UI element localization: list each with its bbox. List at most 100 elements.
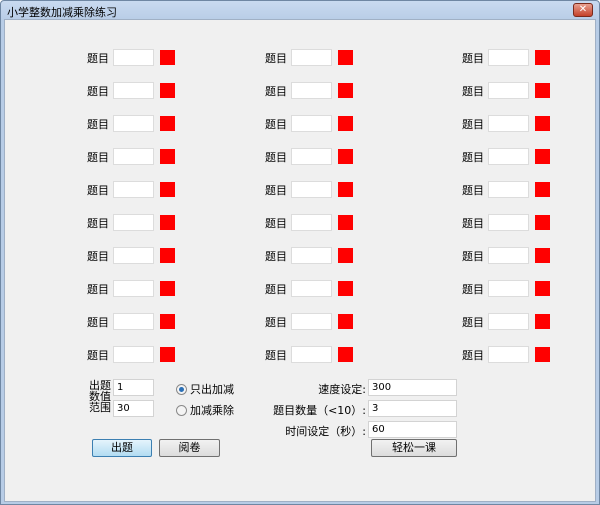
question-item: 题目 bbox=[460, 49, 552, 67]
radio-all-ops[interactable]: 加减乘除 bbox=[176, 402, 234, 418]
answer-input[interactable] bbox=[291, 148, 332, 165]
radio-label: 加减乘除 bbox=[190, 404, 234, 417]
range-label-line2: 数值 bbox=[89, 390, 111, 403]
answer-input[interactable] bbox=[113, 280, 154, 297]
result-indicator bbox=[160, 182, 175, 197]
question-label: 题目 bbox=[87, 118, 109, 131]
result-indicator bbox=[160, 149, 175, 164]
answer-input[interactable] bbox=[291, 214, 332, 231]
question-label: 题目 bbox=[87, 217, 109, 230]
answer-input[interactable] bbox=[488, 49, 529, 66]
result-indicator bbox=[535, 314, 550, 329]
question-label: 题目 bbox=[87, 52, 109, 65]
answer-input[interactable] bbox=[488, 115, 529, 132]
question-label: 题目 bbox=[265, 250, 287, 263]
answer-input[interactable] bbox=[488, 82, 529, 99]
result-indicator bbox=[160, 314, 175, 329]
answer-input[interactable] bbox=[291, 247, 332, 264]
result-indicator bbox=[338, 248, 353, 263]
result-indicator bbox=[160, 347, 175, 362]
answer-input[interactable] bbox=[291, 115, 332, 132]
answer-input[interactable] bbox=[291, 346, 332, 363]
time-input[interactable]: 60 bbox=[368, 421, 457, 438]
question-item: 题目 bbox=[85, 49, 177, 67]
range-max-input[interactable]: 30 bbox=[113, 400, 154, 417]
question-label: 题目 bbox=[265, 151, 287, 164]
radio-indicator bbox=[176, 383, 187, 395]
question-item: 题目 bbox=[263, 280, 355, 298]
question-label: 题目 bbox=[265, 316, 287, 329]
answer-input[interactable] bbox=[488, 346, 529, 363]
answer-input[interactable] bbox=[291, 280, 332, 297]
time-label: 时间设定（秒）: bbox=[285, 425, 366, 438]
speed-input[interactable]: 300 bbox=[368, 379, 457, 396]
result-indicator bbox=[160, 248, 175, 263]
range-min-input[interactable]: 1 bbox=[113, 379, 154, 396]
question-label: 题目 bbox=[462, 151, 484, 164]
question-label: 题目 bbox=[462, 52, 484, 65]
answer-input[interactable] bbox=[113, 214, 154, 231]
answer-input[interactable] bbox=[488, 148, 529, 165]
result-indicator bbox=[160, 116, 175, 131]
question-label: 题目 bbox=[462, 217, 484, 230]
question-label: 题目 bbox=[87, 349, 109, 362]
grade-button[interactable]: 阅卷 bbox=[159, 439, 220, 457]
question-item: 题目 bbox=[85, 82, 177, 100]
question-item: 题目 bbox=[263, 82, 355, 100]
answer-input[interactable] bbox=[488, 313, 529, 330]
question-label: 题目 bbox=[265, 217, 287, 230]
answer-input[interactable] bbox=[291, 313, 332, 330]
result-indicator bbox=[338, 281, 353, 296]
question-label: 题目 bbox=[87, 151, 109, 164]
range-label-line3: 范围 bbox=[89, 401, 111, 414]
answer-input[interactable] bbox=[291, 49, 332, 66]
question-label: 题目 bbox=[462, 118, 484, 131]
answer-input[interactable] bbox=[488, 280, 529, 297]
question-item: 题目 bbox=[85, 115, 177, 133]
question-item: 题目 bbox=[263, 247, 355, 265]
result-indicator bbox=[338, 50, 353, 65]
answer-input[interactable] bbox=[113, 115, 154, 132]
question-label: 题目 bbox=[265, 184, 287, 197]
answer-input[interactable] bbox=[488, 214, 529, 231]
question-label: 题目 bbox=[87, 184, 109, 197]
answer-input[interactable] bbox=[291, 181, 332, 198]
radio-indicator bbox=[176, 404, 187, 416]
answer-input[interactable] bbox=[113, 181, 154, 198]
range-label: 出题 数值 范围 bbox=[89, 380, 111, 413]
answer-input[interactable] bbox=[113, 247, 154, 264]
answer-input[interactable] bbox=[113, 148, 154, 165]
question-label: 题目 bbox=[265, 52, 287, 65]
question-item: 题目 bbox=[85, 280, 177, 298]
speed-label: 速度设定: bbox=[318, 383, 366, 396]
result-indicator bbox=[160, 50, 175, 65]
result-indicator bbox=[338, 215, 353, 230]
client-area: 题目 题目 题目 题目 题目 题目 题目 题目 题目 题目 题目 题目 题目 题目 题目 题目 题目 题目 题目 题目… bbox=[4, 19, 596, 502]
question-item: 题目 bbox=[263, 49, 355, 67]
question-item: 题目 bbox=[263, 346, 355, 364]
question-label: 题目 bbox=[87, 85, 109, 98]
answer-input[interactable] bbox=[113, 82, 154, 99]
result-indicator bbox=[535, 248, 550, 263]
answer-input[interactable] bbox=[113, 313, 154, 330]
answer-input[interactable] bbox=[488, 247, 529, 264]
question-label: 题目 bbox=[462, 316, 484, 329]
radio-label: 只出加减 bbox=[190, 383, 234, 396]
question-item: 题目 bbox=[263, 214, 355, 232]
question-label: 题目 bbox=[462, 283, 484, 296]
question-item: 题目 bbox=[85, 148, 177, 166]
question-item: 题目 bbox=[460, 247, 552, 265]
close-button[interactable]: ✕ bbox=[573, 3, 593, 17]
question-item: 题目 bbox=[85, 214, 177, 232]
result-indicator bbox=[535, 83, 550, 98]
relax-button[interactable]: 轻松一课 bbox=[371, 439, 457, 457]
count-input[interactable]: 3 bbox=[368, 400, 457, 417]
result-indicator bbox=[160, 83, 175, 98]
window-title: 小学整数加减乘除练习 bbox=[7, 6, 117, 19]
answer-input[interactable] bbox=[291, 82, 332, 99]
radio-add-sub[interactable]: 只出加减 bbox=[176, 381, 234, 397]
generate-button[interactable]: 出题 bbox=[92, 439, 152, 457]
answer-input[interactable] bbox=[113, 346, 154, 363]
answer-input[interactable] bbox=[488, 181, 529, 198]
answer-input[interactable] bbox=[113, 49, 154, 66]
